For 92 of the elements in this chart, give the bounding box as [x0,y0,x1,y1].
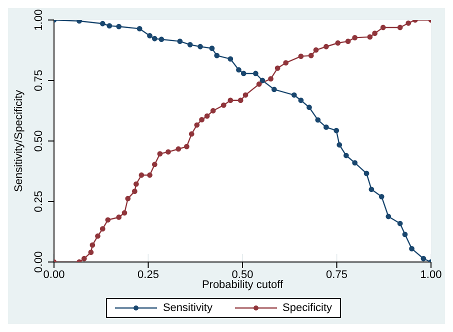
point [368,186,374,192]
point [106,23,112,29]
point [116,24,122,30]
point [406,20,412,26]
point [100,20,106,26]
point [323,124,329,130]
point [166,149,171,155]
point [334,128,340,134]
point [152,162,158,168]
point [116,214,122,220]
x-axis-title: Probability cutoff [202,279,284,291]
point [271,86,277,92]
legend-label: Sensitivity [162,302,212,314]
y-tick-label: 1.00 [33,9,45,31]
point [335,40,341,46]
point [100,226,106,232]
point [323,44,329,50]
point [402,232,408,238]
point [228,56,234,62]
point [260,78,266,84]
y-tick-label: 0.25 [33,190,45,212]
point [313,47,319,53]
point [177,38,183,44]
point [308,52,314,58]
point [240,70,246,76]
point [409,246,414,252]
point [132,188,138,194]
point [105,217,111,223]
point [152,36,158,42]
point [343,152,349,158]
point [236,67,242,73]
point [397,220,403,226]
point [198,44,203,50]
point [125,196,131,202]
point [420,256,426,262]
point [133,181,139,187]
point [187,42,193,48]
x-tick-label: 1.00 [420,268,442,281]
y-tick-label: 0.50 [33,130,45,152]
point [283,60,289,66]
point [380,24,386,30]
point [315,117,321,123]
point [242,92,248,98]
point [210,108,216,114]
point [352,160,358,166]
point [136,26,142,32]
point [199,117,204,122]
point [367,34,373,40]
point [364,170,370,176]
point [147,33,152,38]
point [209,46,215,52]
point [378,194,384,200]
point [204,113,210,119]
point [188,131,194,137]
y-tick-label: 0.75 [33,70,45,92]
point [158,36,164,42]
point [298,54,304,59]
point [306,104,312,110]
point [95,233,100,239]
x-tick-label: 0.25 [138,268,159,281]
x-tick-label: 0.00 [43,268,65,281]
point [147,172,152,178]
point [397,24,403,30]
point [238,98,244,104]
point [228,98,234,104]
point [184,144,190,150]
y-axis-title: Sensitivity/Specificity [12,89,25,192]
point [372,30,378,36]
point [386,214,392,220]
point [214,52,220,58]
point [157,151,163,157]
point [220,102,226,108]
point [352,34,358,40]
point [298,98,304,104]
point [88,250,94,256]
point [81,256,87,262]
point [76,20,82,24]
point [176,146,182,152]
point [122,210,128,216]
point [256,81,262,87]
point [194,122,200,128]
point [252,70,258,76]
point [268,76,274,82]
legend-label: Specificity [282,302,332,314]
point [274,65,280,71]
x-tick-label: 0.75 [326,268,348,281]
point [291,92,297,98]
point [138,172,144,178]
x-tick-label: 0.50 [232,268,254,281]
point [336,142,342,148]
point [345,38,351,44]
point [90,242,96,248]
